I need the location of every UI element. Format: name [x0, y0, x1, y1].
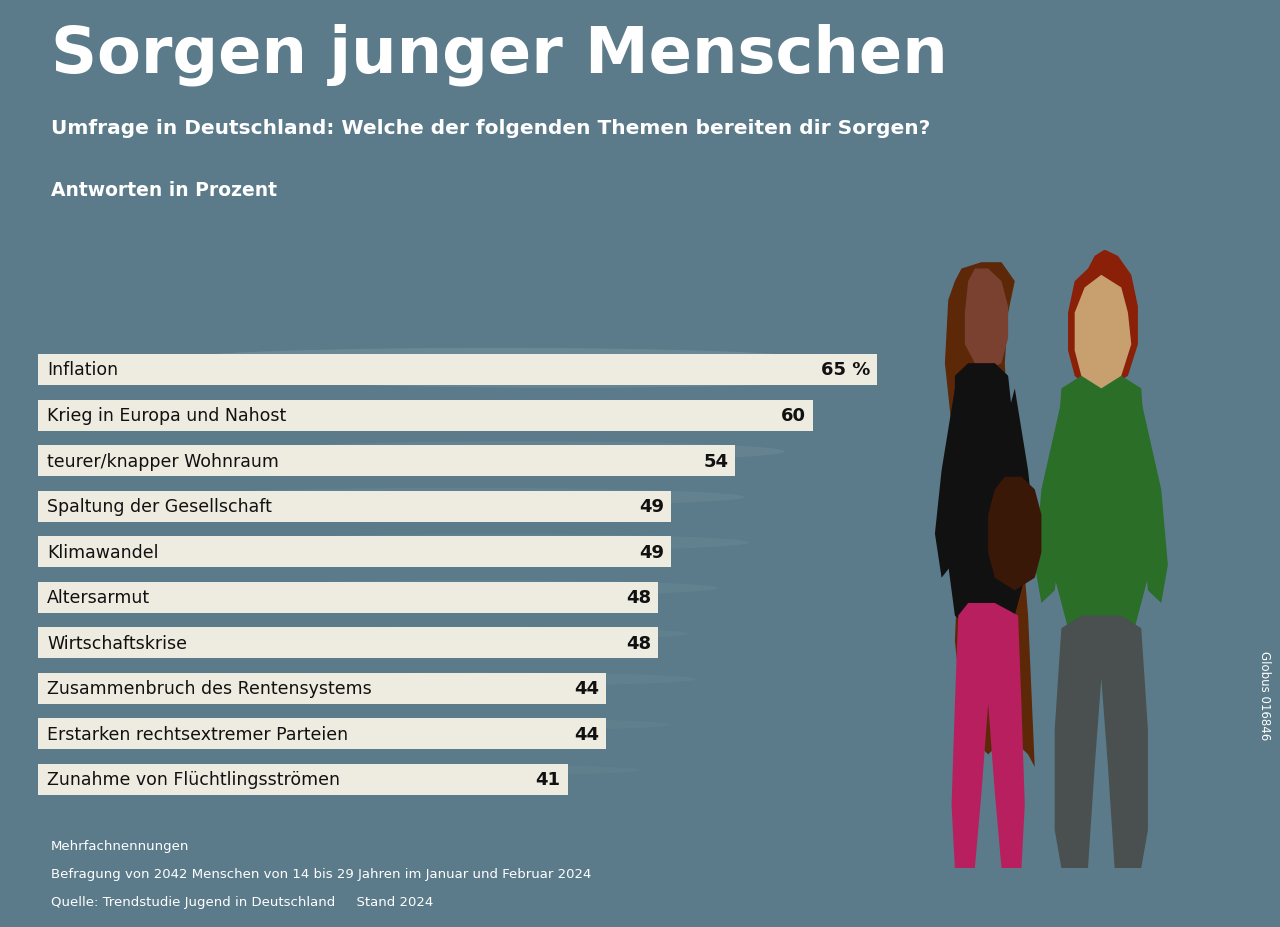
FancyBboxPatch shape — [38, 400, 813, 431]
Text: Zunahme von Flüchtlingsströmen: Zunahme von Flüchtlingsströmen — [47, 770, 340, 788]
Ellipse shape — [127, 404, 741, 427]
Text: Spaltung der Gesellschaft: Spaltung der Gesellschaft — [47, 498, 273, 515]
Polygon shape — [1055, 376, 1148, 641]
Text: Altersarmut: Altersarmut — [47, 589, 150, 606]
Text: 60: 60 — [781, 407, 806, 425]
FancyBboxPatch shape — [38, 355, 877, 386]
FancyBboxPatch shape — [38, 718, 607, 749]
Polygon shape — [1005, 389, 1034, 578]
Polygon shape — [965, 269, 1009, 370]
Ellipse shape — [257, 442, 785, 463]
Polygon shape — [1034, 401, 1068, 603]
Polygon shape — [1068, 250, 1138, 389]
Text: 48: 48 — [626, 634, 652, 652]
Text: Zusammenbruch des Rentensystems: Zusammenbruch des Rentensystems — [47, 679, 372, 697]
FancyBboxPatch shape — [38, 764, 567, 794]
Text: 65 %: 65 % — [820, 362, 870, 379]
Text: Quelle: Trendstudie Jugend in Deutschland     Stand 2024: Quelle: Trendstudie Jugend in Deutschlan… — [51, 895, 434, 908]
Text: 41: 41 — [535, 770, 561, 788]
Ellipse shape — [257, 672, 696, 686]
FancyBboxPatch shape — [38, 446, 736, 476]
Polygon shape — [934, 389, 965, 578]
FancyBboxPatch shape — [38, 537, 671, 567]
Text: teurer/knapper Wohnraum: teurer/knapper Wohnraum — [47, 452, 279, 470]
Text: 48: 48 — [626, 589, 652, 606]
Polygon shape — [1055, 616, 1148, 868]
Ellipse shape — [241, 534, 749, 552]
Ellipse shape — [250, 718, 671, 731]
Ellipse shape — [232, 627, 687, 641]
Polygon shape — [945, 263, 1034, 768]
Text: Befragung von 2042 Menschen von 14 bis 29 Jahren im Januar und Februar 2024: Befragung von 2042 Menschen von 14 bis 2… — [51, 867, 591, 880]
Text: Globus 016846: Globus 016846 — [1258, 651, 1271, 740]
Text: 54: 54 — [704, 452, 728, 470]
FancyBboxPatch shape — [38, 582, 658, 613]
Ellipse shape — [280, 370, 850, 388]
FancyBboxPatch shape — [38, 628, 658, 658]
Ellipse shape — [244, 765, 640, 776]
Text: 49: 49 — [639, 543, 664, 561]
Polygon shape — [1075, 275, 1132, 389]
Polygon shape — [1134, 401, 1167, 603]
Text: Inflation: Inflation — [47, 362, 118, 379]
Ellipse shape — [174, 489, 745, 506]
Text: Wirtschaftskrise: Wirtschaftskrise — [47, 634, 187, 652]
FancyBboxPatch shape — [38, 673, 607, 704]
Ellipse shape — [165, 349, 824, 374]
Text: Klimawandel: Klimawandel — [47, 543, 159, 561]
Polygon shape — [988, 477, 1042, 590]
Polygon shape — [951, 603, 1025, 868]
Ellipse shape — [236, 580, 718, 596]
Polygon shape — [948, 363, 1028, 629]
Text: Krieg in Europa und Nahost: Krieg in Europa und Nahost — [47, 407, 287, 425]
FancyBboxPatch shape — [38, 491, 671, 522]
Text: 44: 44 — [575, 679, 599, 697]
Text: Umfrage in Deutschland: Welche der folgenden Themen bereiten dir Sorgen?: Umfrage in Deutschland: Welche der folge… — [51, 119, 931, 137]
Text: Erstarken rechtsextremer Parteien: Erstarken rechtsextremer Parteien — [47, 725, 348, 743]
Text: 44: 44 — [575, 725, 599, 743]
Text: Sorgen junger Menschen: Sorgen junger Menschen — [51, 23, 948, 85]
Text: Antworten in Prozent: Antworten in Prozent — [51, 181, 278, 199]
Text: 49: 49 — [639, 498, 664, 515]
Text: Mehrfachnennungen: Mehrfachnennungen — [51, 839, 189, 852]
